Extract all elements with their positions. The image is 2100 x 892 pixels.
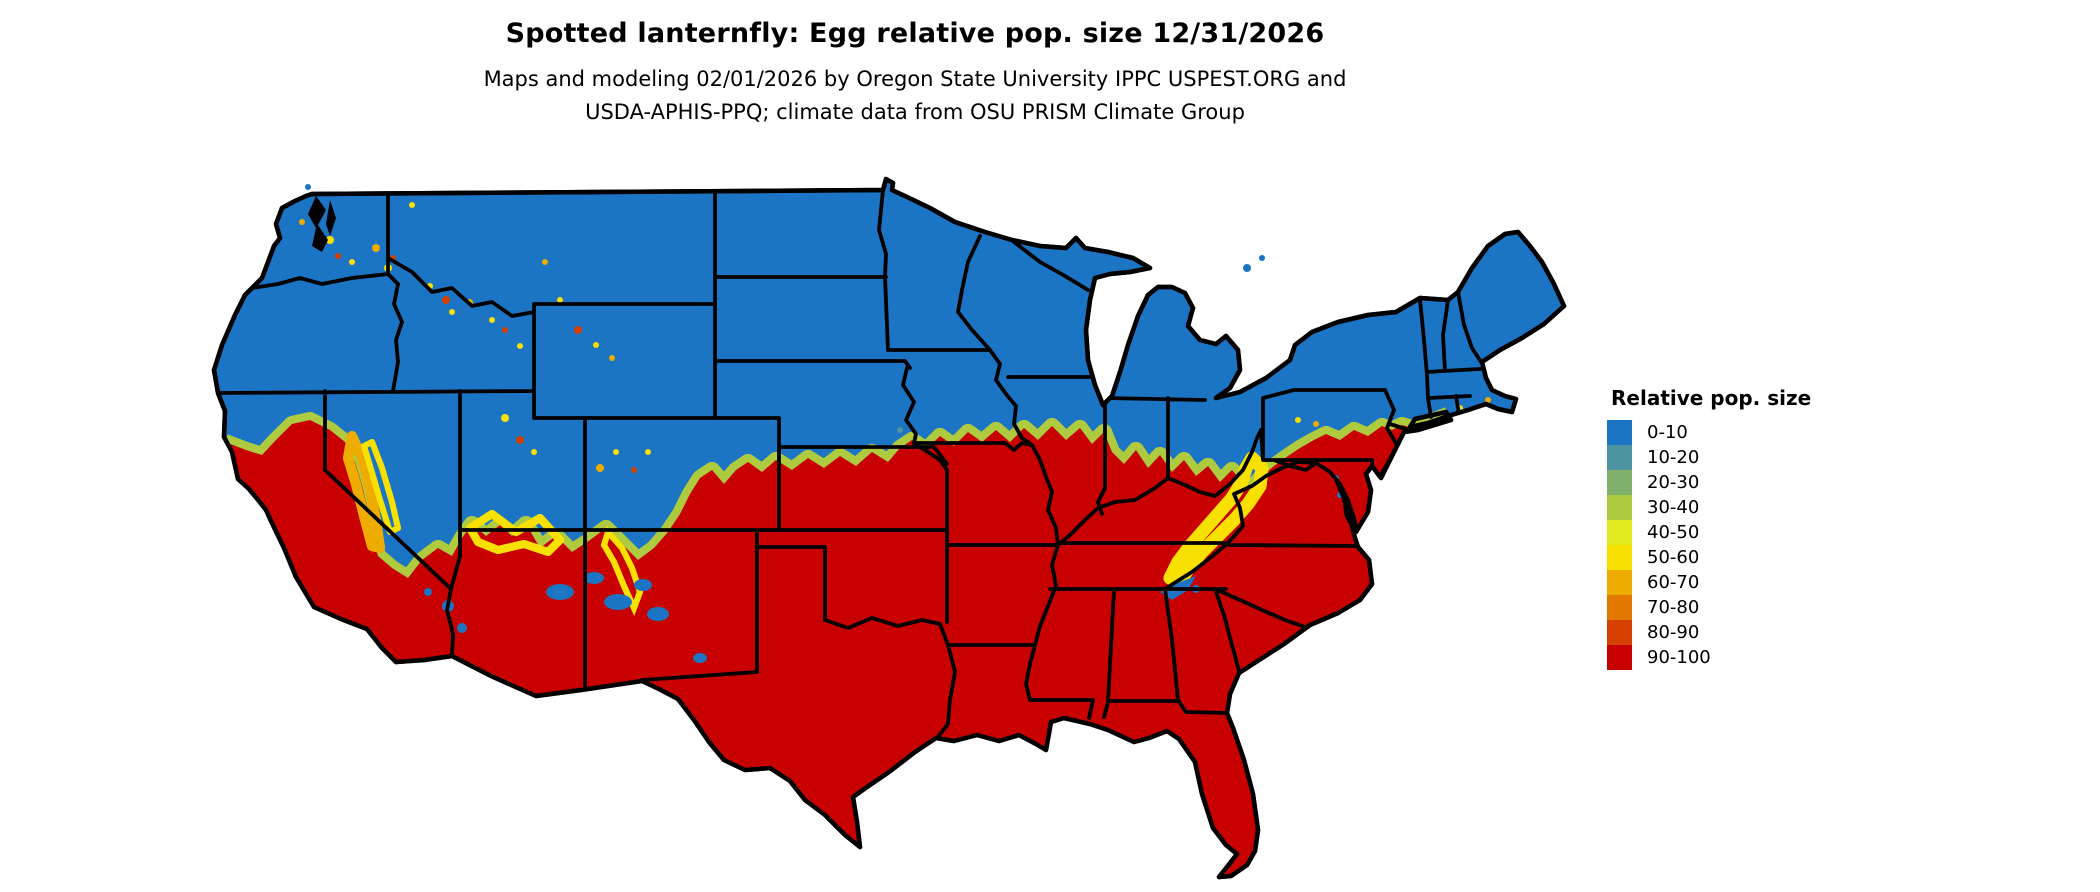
legend-swatch bbox=[1607, 445, 1632, 470]
legend-label: 50-60 bbox=[1647, 547, 1700, 568]
legend-row: 70-80 bbox=[1599, 595, 1879, 620]
legend-label: 0-10 bbox=[1647, 422, 1688, 443]
transition-speckles bbox=[299, 202, 1491, 473]
header: Spotted lanternfly: Egg relative pop. si… bbox=[0, 0, 1830, 129]
legend-row: 20-30 bbox=[1599, 470, 1879, 495]
legend-swatch bbox=[1607, 570, 1632, 595]
legend-label: 30-40 bbox=[1647, 497, 1700, 518]
coastal-island-dot bbox=[305, 184, 311, 190]
legend-row: 50-60 bbox=[1599, 545, 1879, 570]
legend-label: 90-100 bbox=[1647, 647, 1711, 668]
legend-rows: 0-10 10-20 20-30 30-40 40-50 bbox=[1599, 420, 1879, 670]
legend-row: 30-40 bbox=[1599, 495, 1879, 520]
legend-label: 40-50 bbox=[1647, 522, 1700, 543]
page-title: Spotted lanternfly: Egg relative pop. si… bbox=[505, 18, 1325, 49]
legend-swatch bbox=[1607, 620, 1632, 645]
legend-label: 80-90 bbox=[1647, 622, 1700, 643]
island-dots bbox=[364, 608, 407, 645]
legend-title: Relative pop. size bbox=[1611, 386, 1812, 410]
legend-label: 70-80 bbox=[1647, 597, 1700, 618]
legend-row: 10-20 bbox=[1599, 445, 1879, 470]
legend-label: 10-20 bbox=[1647, 447, 1700, 468]
legend-row: 40-50 bbox=[1599, 520, 1879, 545]
legend: Relative pop. size 0-10 10-20 20-30 30-4… bbox=[1599, 386, 1879, 670]
legend-swatch bbox=[1607, 420, 1632, 445]
legend-swatch bbox=[1607, 595, 1632, 620]
subtitle-line-1: Maps and modeling 02/01/2026 by Oregon S… bbox=[483, 67, 1347, 91]
legend-row: 90-100 bbox=[1599, 645, 1879, 670]
legend-row: 60-70 bbox=[1599, 570, 1879, 595]
legend-swatch bbox=[1607, 545, 1632, 570]
national-outline bbox=[211, 176, 1567, 880]
subtitle-line-2: USDA-APHIS-PPQ; climate data from OSU PR… bbox=[585, 100, 1245, 124]
legend-swatch bbox=[1607, 520, 1632, 545]
map-subtitle: Maps and modeling 02/01/2026 by Oregon S… bbox=[0, 49, 1830, 129]
legend-row: 0-10 bbox=[1599, 420, 1879, 445]
legend-label: 60-70 bbox=[1647, 572, 1700, 593]
state-boundaries bbox=[216, 188, 1483, 740]
legend-swatch bbox=[1607, 470, 1632, 495]
legend-swatch bbox=[1607, 645, 1632, 670]
legend-swatch bbox=[1607, 495, 1632, 520]
legend-label: 20-30 bbox=[1647, 472, 1700, 493]
legend-row: 80-90 bbox=[1599, 620, 1879, 645]
puget-sound bbox=[308, 196, 336, 252]
